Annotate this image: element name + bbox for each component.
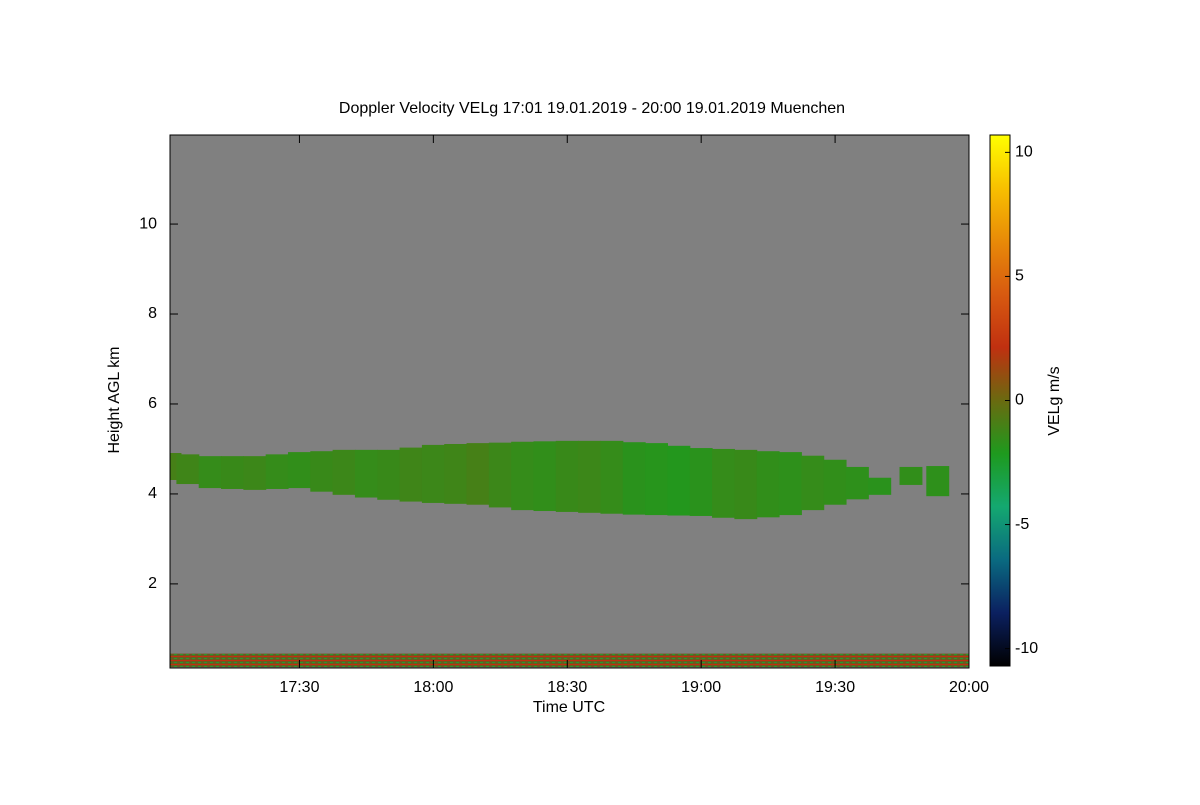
ground-clutter	[170, 653, 969, 668]
y-tick-label: 10	[139, 215, 157, 232]
cloud-column	[555, 440, 579, 512]
colorbar-tick-label: 5	[1015, 268, 1024, 285]
y-tick-label: 8	[148, 305, 157, 322]
cloud-column	[332, 449, 356, 495]
cloud-column	[170, 453, 182, 480]
cloud-column	[444, 444, 468, 504]
cloud-column	[600, 440, 624, 514]
x-tick-label: 19:30	[815, 679, 855, 696]
colorbar-label: VELg m/s	[1046, 366, 1063, 435]
cloud-column	[421, 444, 445, 503]
cloud-column	[243, 456, 267, 490]
cloud-column	[801, 455, 825, 511]
x-axis-label: Time UTC	[533, 699, 605, 716]
cloud-column	[712, 448, 735, 518]
cloud-column	[845, 466, 869, 500]
colorbar-tick-label: 0	[1015, 392, 1024, 409]
cloud-column	[899, 466, 923, 485]
y-axis-label: Height AGL km	[106, 346, 123, 453]
cloud-column	[198, 456, 222, 489]
x-tick-label: 20:00	[949, 679, 989, 696]
cloud-column	[823, 459, 847, 505]
cloud-column	[926, 466, 950, 497]
colorbar-tick-label: -10	[1015, 640, 1038, 657]
cloud-column	[868, 477, 892, 495]
colorbar-tick-label: -5	[1015, 516, 1029, 533]
cloud-column	[176, 454, 200, 485]
chart-title: Doppler Velocity VELg 17:01 19.01.2019 -…	[339, 100, 845, 117]
y-tick-label: 2	[148, 575, 157, 592]
x-tick-label: 18:00	[413, 679, 453, 696]
cloud-column	[466, 443, 490, 505]
colorbar-tick-label: 10	[1015, 144, 1033, 161]
y-tick-label: 4	[148, 485, 157, 502]
plot-background	[170, 135, 969, 668]
cloud-column	[265, 454, 289, 489]
cloud-column	[778, 452, 802, 516]
cloud-column	[488, 442, 512, 508]
x-tick-label: 18:30	[547, 679, 587, 696]
cloud-column	[221, 456, 244, 489]
y-tick-label: 6	[148, 395, 157, 412]
cloud-column	[377, 449, 401, 500]
cloud-column	[533, 441, 557, 512]
cloud-column	[578, 440, 602, 513]
cloud-column	[354, 449, 378, 498]
plot-frame	[169, 134, 970, 669]
data-layer	[170, 440, 969, 668]
cloud-column	[622, 442, 646, 515]
cloud-column	[689, 448, 713, 516]
cloud-column	[511, 441, 535, 511]
x-tick-label: 17:30	[279, 679, 319, 696]
cloud-column	[734, 449, 758, 520]
cloud-column	[667, 445, 691, 516]
x-tick-label: 19:00	[681, 679, 721, 696]
cloud-column	[310, 451, 334, 492]
cloud-column	[645, 443, 669, 516]
cloud-column	[287, 452, 311, 489]
cloud-column	[399, 447, 423, 502]
cloud-column	[756, 451, 780, 518]
